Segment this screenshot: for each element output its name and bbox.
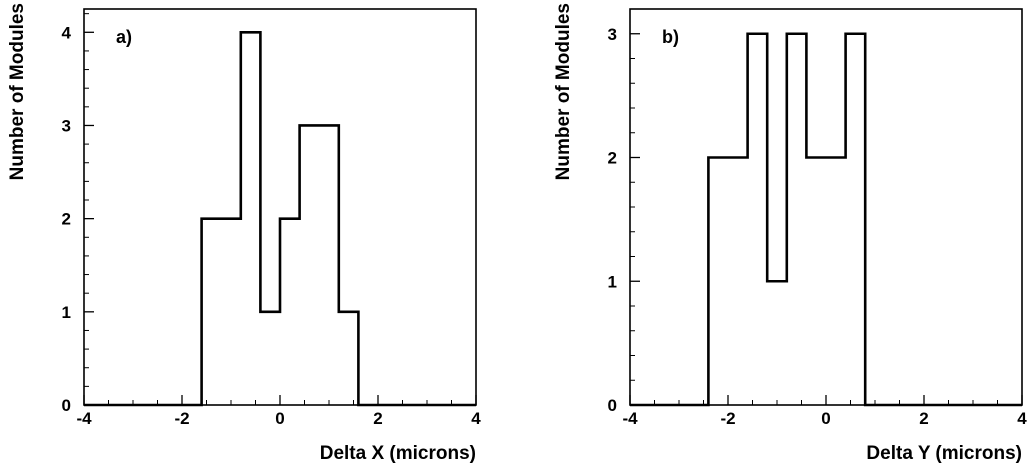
y-tick-label-a: 0 xyxy=(62,396,71,415)
histogram-bin-a xyxy=(339,312,359,405)
histogram-bin-b xyxy=(846,34,866,405)
histogram-bin-b xyxy=(767,281,787,405)
histogram-bin-a xyxy=(260,312,280,405)
y-tick-label-a: 1 xyxy=(62,303,71,322)
histogram-bin-b xyxy=(787,34,807,405)
histogram-outline-b xyxy=(630,32,1022,407)
y-axis-label-b: Number of Modules xyxy=(553,3,574,180)
y-tick-label-b: 2 xyxy=(608,149,617,168)
histogram-bin-a xyxy=(202,219,222,405)
y-tick-label-b: 0 xyxy=(608,396,617,415)
x-tick-label-b: -2 xyxy=(720,409,735,428)
x-tick-label-a: 2 xyxy=(373,409,382,428)
x-tick-label-b: 2 xyxy=(919,409,928,428)
panel-label-a: a) xyxy=(116,27,132,47)
histogram-bin-a xyxy=(280,219,300,405)
y-tick-label-a: 3 xyxy=(62,116,71,135)
x-tick-label-a: -4 xyxy=(76,409,92,428)
y-axis-label-a: Number of Modules xyxy=(7,3,28,180)
y-tick-label-a: 4 xyxy=(62,23,72,42)
panel-label-b: b) xyxy=(662,27,679,47)
x-tick-label-a: -2 xyxy=(174,409,189,428)
x-tick-label-b: 4 xyxy=(1017,409,1027,428)
histogram-bin-b xyxy=(826,158,846,406)
x-axis-label-b: Delta Y (microns) xyxy=(866,443,1022,464)
histogram-bin-a xyxy=(221,219,241,405)
x-axis-label-a: Delta X (microns) xyxy=(320,443,476,464)
histogram-bin-a xyxy=(241,32,261,405)
histogram-bin-b xyxy=(728,158,748,406)
histogram-bin-a xyxy=(319,125,339,405)
y-tick-label-a: 2 xyxy=(62,210,71,229)
histogram-bin-b xyxy=(806,158,826,406)
x-tick-label-b: 0 xyxy=(821,409,830,428)
x-tick-label-a: 0 xyxy=(275,409,284,428)
histogram-panel-b: b) Delta Y (microns) Number of Modules -… xyxy=(553,3,1027,464)
x-tick-label-a: 4 xyxy=(471,409,481,428)
plot-frame-b xyxy=(629,8,1023,406)
histogram-bin-a xyxy=(300,125,320,405)
y-tick-label-b: 3 xyxy=(608,25,617,44)
histogram-bin-b xyxy=(748,34,768,405)
histogram-panel-a: a) Delta X (microns) Number of Modules -… xyxy=(7,3,481,464)
plot-frame-a xyxy=(83,8,477,406)
histogram-outline-a xyxy=(84,30,476,407)
y-tick-label-b: 1 xyxy=(608,272,617,291)
x-tick-label-b: -4 xyxy=(622,409,638,428)
histogram-bin-b xyxy=(708,158,728,406)
